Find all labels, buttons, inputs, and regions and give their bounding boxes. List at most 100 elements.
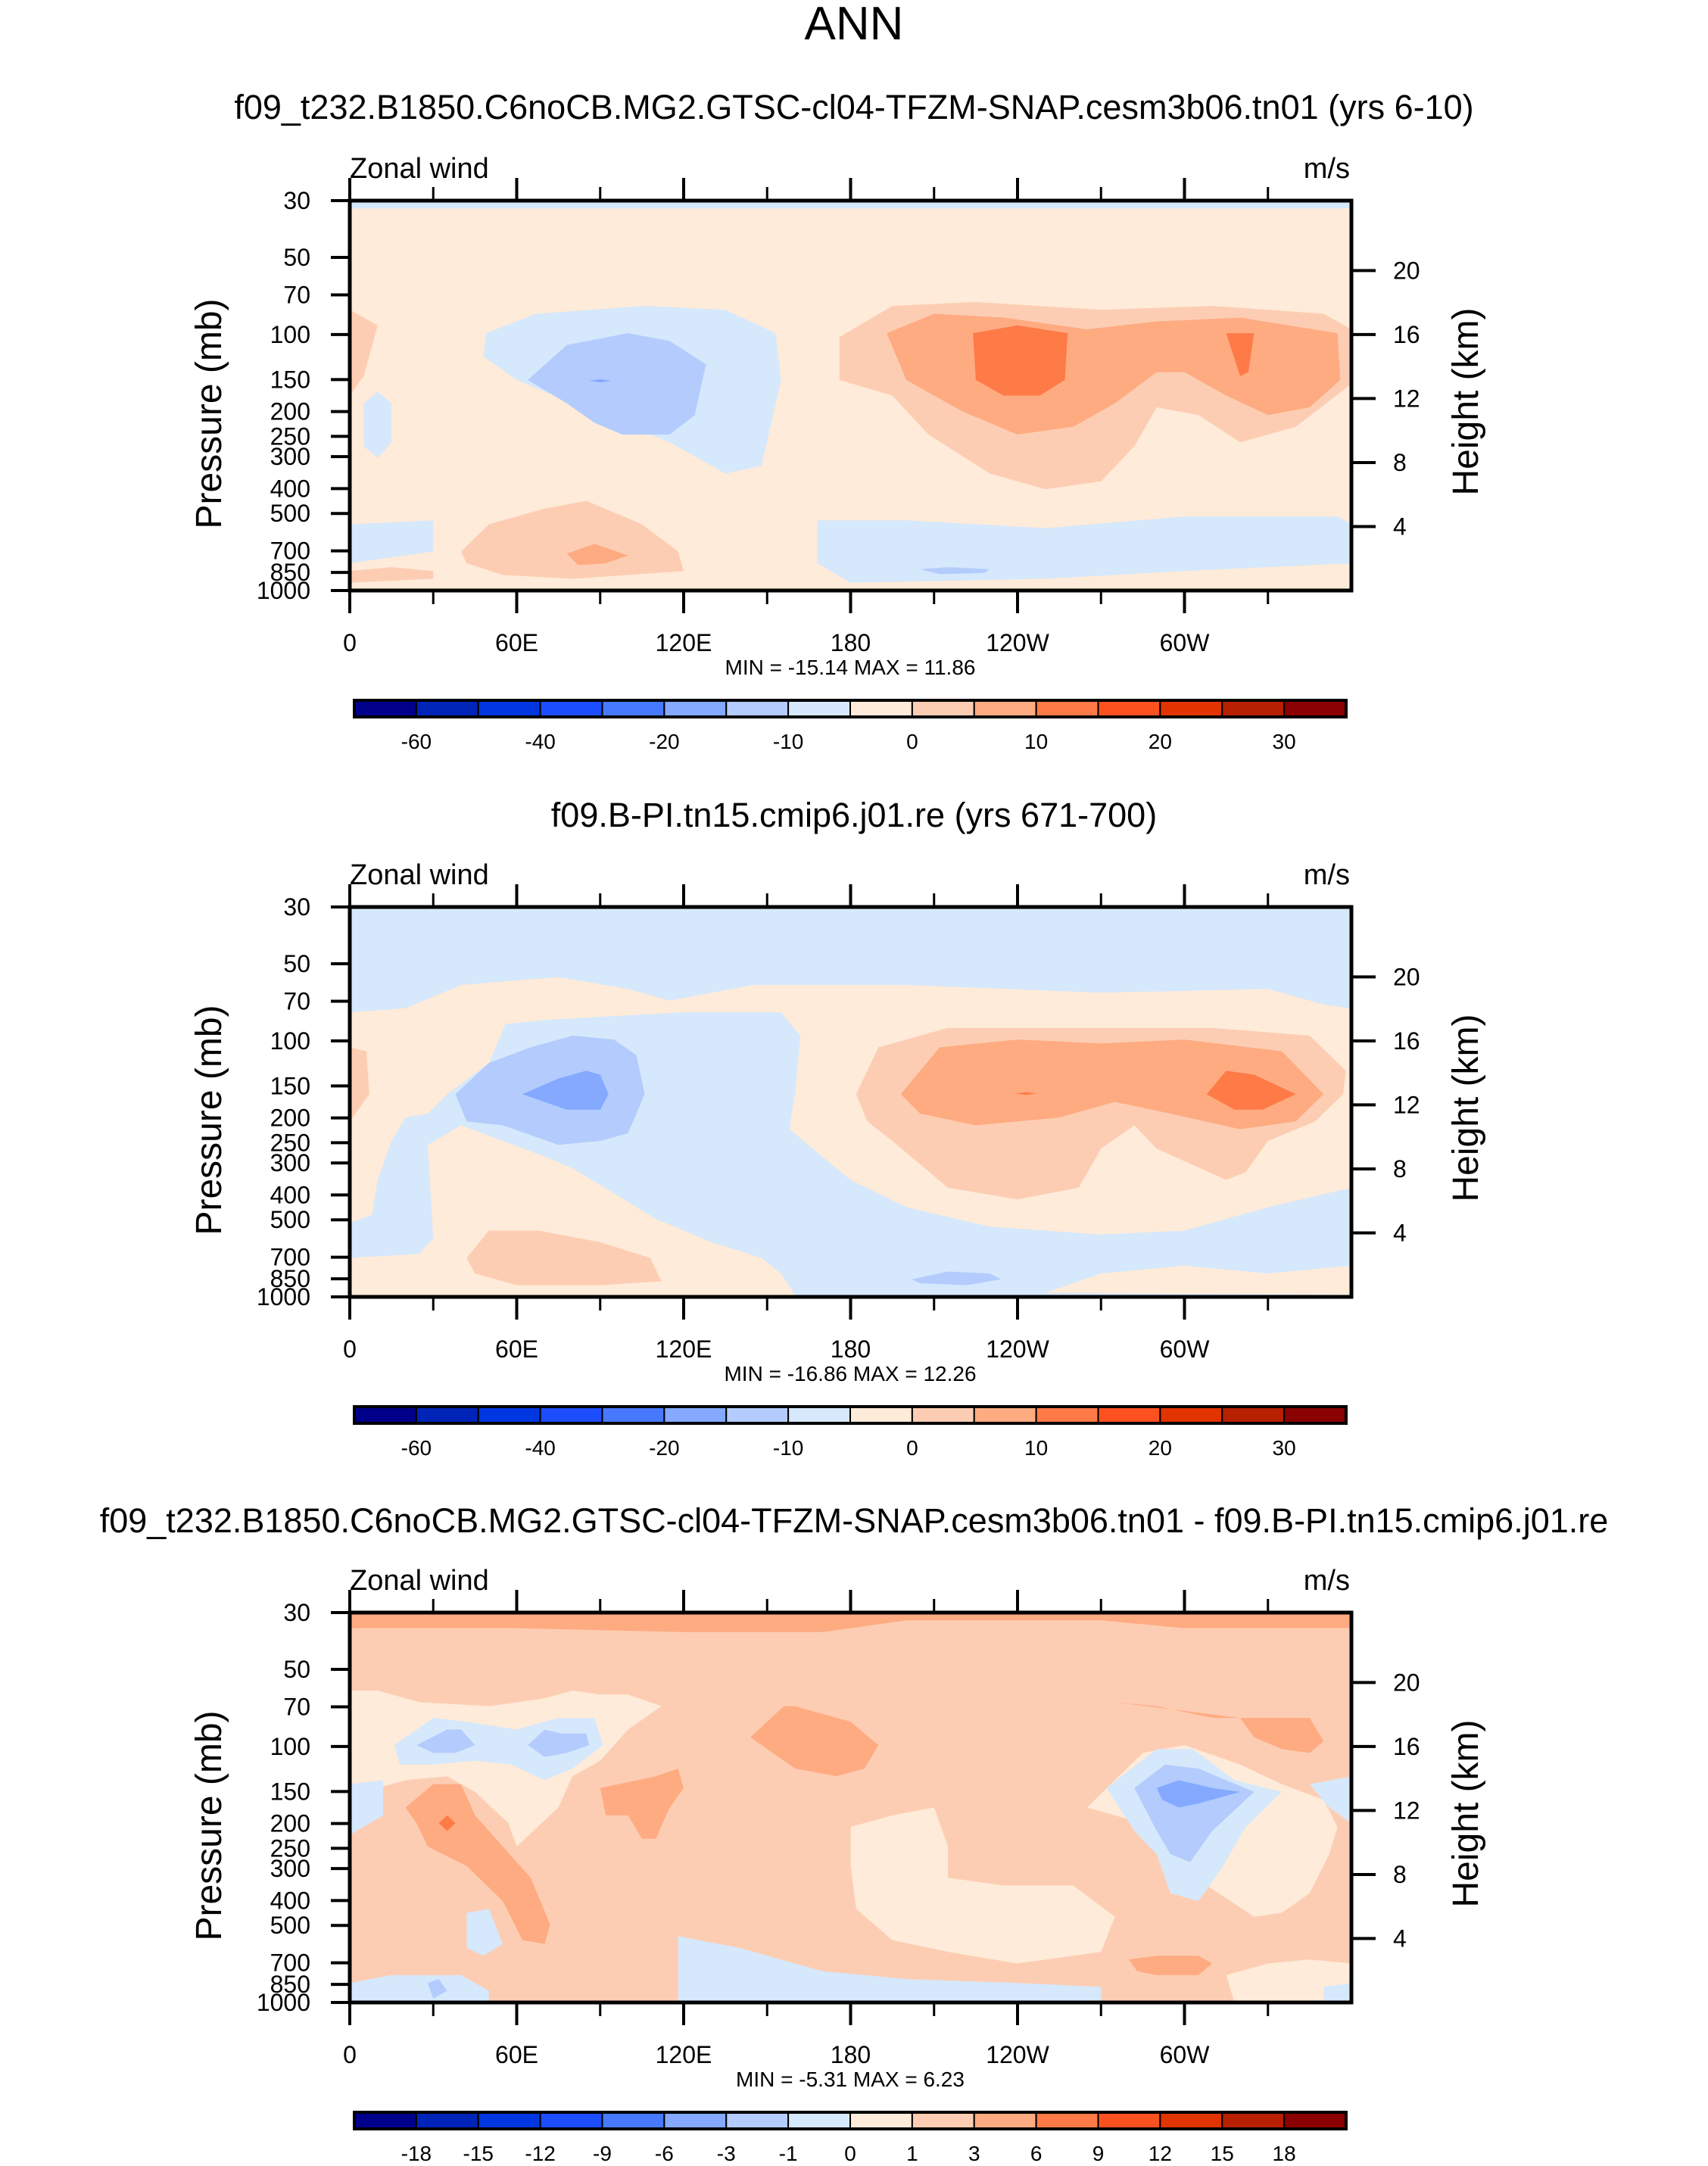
y-tick-label: 300 [270,1855,310,1882]
colorbar-label: 20 [1149,730,1172,753]
colorbar-label: 10 [1024,730,1048,753]
x-tick-label: 180 [831,629,871,656]
contour-field [350,201,1351,591]
colorbar-swatch [354,2111,417,2130]
contour-region-neg-1 [363,391,392,458]
colorbar-label: 9 [1092,2142,1105,2165]
y-right-tick-label: 4 [1393,1219,1407,1246]
contour-region-pos-0 [1045,1265,1351,1295]
min-max-stats: MIN = -5.31 MAX = 6.23 [736,2068,965,2091]
y-right-tick-label: 16 [1393,1027,1420,1055]
x-tick-label: 120E [656,629,712,656]
contour-region-pos-2 [350,1613,1351,1632]
contour-region-neg-1 [350,1974,489,2002]
contour-region-neg-2 [427,1979,447,1999]
y-axis-label: Pressure (mb) [189,1005,229,1235]
contour-region-pos-0 [850,1807,1115,1964]
colorbar-swatch [1159,700,1223,718]
x-tick-label: 120E [656,1335,712,1363]
contour-region-neg-3 [1156,1780,1240,1808]
colorbar-swatch [1221,2111,1286,2130]
y-tick-label: 850 [270,1265,310,1292]
y-right-tick-label: 20 [1393,963,1420,990]
contour-region-pos-1 [466,1230,662,1286]
colorbar-label: -15 [463,2142,494,2165]
colorbar-swatch [725,2111,790,2130]
contour-region-neg-3 [522,1071,609,1110]
colorbar-label: 0 [844,2142,856,2165]
y-tick-label: 500 [270,1912,310,1939]
y-tick-label: 1000 [257,1283,310,1311]
colorbar-label: -60 [401,730,432,753]
right-string: m/s [1304,859,1350,891]
colorbar-label: 18 [1273,2142,1296,2165]
y-tick-label: 500 [270,1206,310,1233]
contour-region-pos-2 [566,544,628,566]
contour-region-neg-1 [350,1780,384,1835]
y-tick-label: 200 [270,398,310,425]
colorbar-swatch [539,2111,603,2130]
contour-region-pos-0 [350,1125,795,1295]
colorbar-swatch [1283,1406,1347,1424]
colorbar-swatch [663,2111,728,2130]
colorbar-swatch [601,2111,665,2130]
colorbar-swatch [849,700,913,718]
colorbar-label: 0 [906,1436,918,1460]
colorbar-swatch [973,700,1037,718]
colorbar-swatch [477,1406,541,1424]
colorbar-label: -40 [525,730,555,753]
figure-title: ANN [805,0,904,50]
colorbar-swatch [477,2111,541,2130]
contour-field [350,907,1351,1297]
contour-region-neg-1 [466,1909,503,1956]
colorbar-swatch [973,1406,1037,1424]
x-tick-label: 120W [986,1335,1049,1363]
contour-region-neg-1 [350,201,1351,209]
y-right-tick-label: 20 [1393,257,1420,284]
colorbar-swatch [787,1406,851,1424]
y-tick-label: 400 [270,475,310,502]
colorbar-swatch [911,2111,975,2130]
colorbar-swatch [725,700,790,718]
y-tick-label: 70 [283,987,310,1014]
colorbar-label: 12 [1149,2142,1172,2165]
contour-region-neg-1 [1309,1776,1351,1824]
colorbar-swatch [1283,700,1347,718]
colorbar-swatch [1283,2111,1347,2130]
contour-region-pos-3 [438,1815,456,1831]
colorbar-swatch [1035,2111,1099,2130]
y-right-axis-label: Height (km) [1446,307,1486,495]
colorbar-label: -10 [773,1436,803,1460]
colorbar-label: 0 [906,730,918,753]
colorbar-swatch [787,700,851,718]
colorbar-label: 10 [1024,1436,1048,1460]
colorbar-label: -9 [593,2142,612,2165]
y-tick-label: 850 [270,559,310,586]
y-tick-label: 100 [270,1733,310,1760]
panel-test-case: f09_t232.B1850.C6noCB.MG2.GTSC-cl04-TFZM… [189,88,1486,753]
contour-region-neg-2 [528,333,706,435]
y-tick-label: 300 [270,443,310,470]
colorbar: -60 -40 -20 -10 0 10 20 30 [353,699,1348,753]
y-tick-label: 150 [270,366,310,393]
contour-region-pos-1 [350,310,378,396]
colorbar-swatch [911,1406,975,1424]
contour-region-neg-2 [920,567,990,575]
colorbar-swatch [539,700,603,718]
y-tick-label: 50 [283,1656,310,1683]
colorbar-label: -10 [773,730,803,753]
colorbar-swatch [911,700,975,718]
colorbar-swatch [787,2111,851,2130]
colorbar-swatch [1035,1406,1099,1424]
contour-region-pos-1 [350,1047,369,1122]
x-tick-label: 60E [495,2041,538,2068]
colorbar-swatch [1159,1406,1223,1424]
y-tick-label: 30 [283,1599,310,1626]
colorbar-label: 1 [906,2142,918,2165]
contour-region-pos-3 [973,325,1068,396]
colorbar-label: -18 [401,2142,432,2165]
colorbar-swatch [725,1406,790,1424]
y-tick-label: 30 [283,187,310,214]
contour-region-pos-0 [1226,1959,1351,2002]
